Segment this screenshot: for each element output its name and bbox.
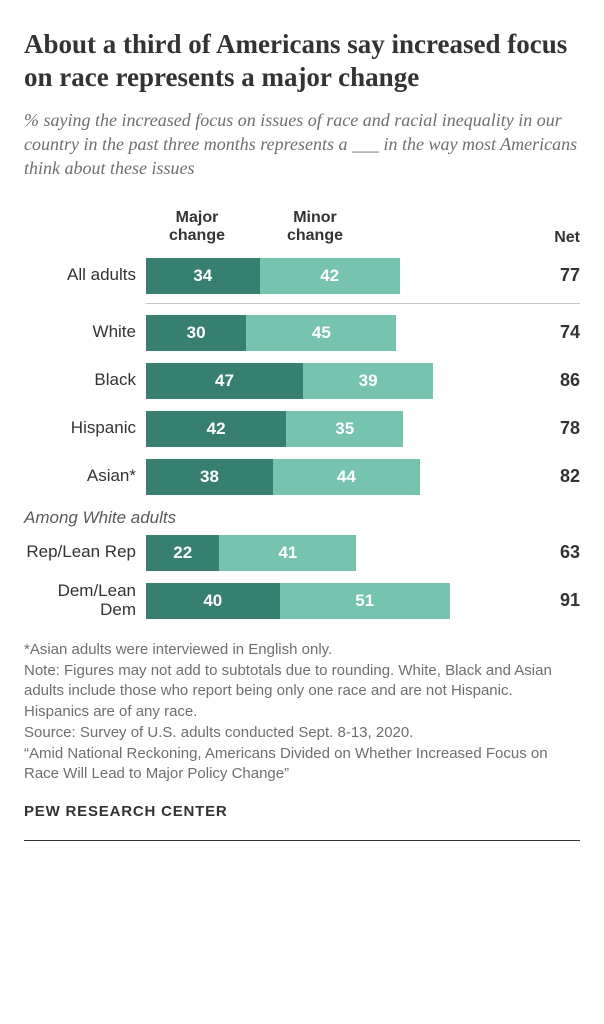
footnote-line: “Amid National Reckoning, Americans Divi… [24, 744, 580, 785]
bar-area: 2241 [146, 535, 480, 571]
bar-segment-major: 30 [146, 315, 246, 351]
footnote-line: Source: Survey of U.S. adults conducted … [24, 723, 580, 743]
bar-segment-minor: 51 [280, 583, 450, 619]
bar-segment-major: 22 [146, 535, 219, 571]
bar-area: 4051 [146, 583, 480, 619]
net-value: 77 [530, 265, 580, 286]
bar-area: 3045 [146, 315, 480, 351]
chart-row: Black4739 86 [24, 360, 580, 402]
bottom-rule [24, 840, 580, 841]
group-heading: Among White adults [24, 508, 580, 528]
net-value: 82 [530, 466, 580, 487]
bar-segment-major: 38 [146, 459, 273, 495]
bar-segment-minor: 45 [246, 315, 396, 351]
row-label: Hispanic [24, 419, 146, 438]
net-value: 63 [530, 542, 580, 563]
chart-row: All adults3442 77 [24, 255, 580, 297]
col-label-net: Net [530, 229, 580, 247]
bar-segment-major: 40 [146, 583, 280, 619]
bar-area: 4235 [146, 411, 480, 447]
bar-segment-minor: 42 [260, 258, 400, 294]
bar-segment-minor: 44 [273, 459, 420, 495]
brand-label: PEW RESEARCH CENTER [24, 803, 580, 820]
footnote-line: Note: Figures may not add to subtotals d… [24, 661, 580, 722]
row-label: Black [24, 371, 146, 390]
row-label: Asian* [24, 467, 146, 486]
bar-segment-minor: 41 [219, 535, 356, 571]
column-header-row: Major change Minor change Net [24, 209, 580, 247]
bar-area: 3844 [146, 459, 480, 495]
chart-row: Rep/Lean Rep2241 63 [24, 532, 580, 574]
chart-subtitle: % saying the increased focus on issues o… [24, 108, 580, 181]
row-label: Dem/Lean Dem [24, 582, 146, 619]
bar-segment-major: 34 [146, 258, 260, 294]
chart-title: About a third of Americans say increased… [24, 28, 580, 94]
row-label: White [24, 323, 146, 342]
net-value: 91 [530, 590, 580, 611]
col-label-major: Major change [162, 209, 232, 246]
bar-area: 4739 [146, 363, 480, 399]
footnotes: *Asian adults were interviewed in Englis… [24, 640, 580, 785]
group-divider [146, 303, 580, 304]
row-label: Rep/Lean Rep [24, 543, 146, 562]
footnote-line: *Asian adults were interviewed in Englis… [24, 640, 580, 660]
bar-segment-minor: 35 [286, 411, 403, 447]
chart-area: Major change Minor change Net All adults… [24, 209, 580, 622]
col-label-minor: Minor change [280, 209, 350, 246]
bar-segment-major: 47 [146, 363, 303, 399]
net-value: 74 [530, 322, 580, 343]
chart-row: Hispanic4235 78 [24, 408, 580, 450]
bar-area: 3442 [146, 258, 480, 294]
net-value: 78 [530, 418, 580, 439]
row-label: All adults [24, 266, 146, 285]
chart-row: White3045 74 [24, 312, 580, 354]
bar-segment-major: 42 [146, 411, 286, 447]
net-value: 86 [530, 370, 580, 391]
chart-row: Asian*3844 82 [24, 456, 580, 498]
bar-segment-minor: 39 [303, 363, 433, 399]
chart-row: Dem/Lean Dem4051 91 [24, 580, 580, 622]
